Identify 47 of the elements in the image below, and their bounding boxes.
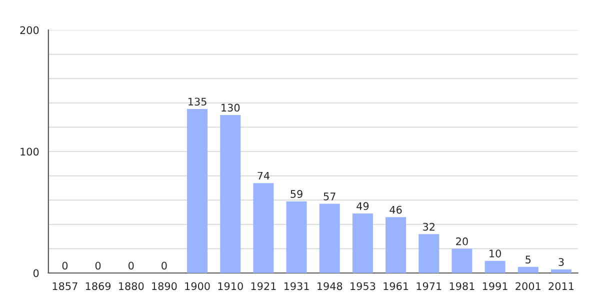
data-label: 135 xyxy=(188,98,206,106)
x-tick-label: 1869 xyxy=(86,282,111,290)
bar xyxy=(484,260,506,273)
x-tick-label: 1857 xyxy=(52,282,78,290)
bar xyxy=(418,234,440,273)
data-label: 59 xyxy=(290,190,302,198)
x-tick-label: 1961 xyxy=(384,282,408,290)
data-label: 46 xyxy=(390,206,402,214)
data-label: 10 xyxy=(490,250,501,258)
x-tick-label: 1910 xyxy=(218,282,243,290)
x-tick-label: 1948 xyxy=(318,282,342,290)
x-tick-label: 1880 xyxy=(119,282,144,290)
bar xyxy=(253,183,274,273)
y-tick-label: 0 xyxy=(33,269,39,278)
data-label: 3 xyxy=(558,258,564,266)
data-label: 57 xyxy=(324,192,336,200)
data-label: 74 xyxy=(258,172,270,180)
data-label: 32 xyxy=(423,222,434,231)
bar xyxy=(286,201,307,273)
x-tick-label: 2011 xyxy=(548,282,574,290)
data-label: 0 xyxy=(62,262,68,270)
data-label: 0 xyxy=(162,262,167,270)
bar xyxy=(352,213,373,273)
x-tick-label: 2001 xyxy=(516,282,540,290)
data-label: 49 xyxy=(356,202,369,210)
x-tick-label: 1890 xyxy=(152,282,177,290)
bar xyxy=(518,266,538,273)
bar xyxy=(319,204,340,273)
bar xyxy=(452,248,472,273)
bar xyxy=(550,269,572,273)
y-tick-label: 200 xyxy=(20,26,39,34)
x-tick-label: 1971 xyxy=(416,282,442,290)
data-label: 5 xyxy=(526,256,531,264)
bar xyxy=(187,108,208,273)
x-tick-label: 1953 xyxy=(350,282,376,290)
bar xyxy=(220,115,241,273)
y-tick-label: 100 xyxy=(20,148,39,156)
data-label: 0 xyxy=(128,262,134,270)
x-tick-label: 1981 xyxy=(450,282,474,290)
data-label: 130 xyxy=(222,104,240,112)
x-tick-label: 1921 xyxy=(251,282,276,290)
bar xyxy=(386,217,406,273)
x-tick-label: 1900 xyxy=(185,282,210,290)
data-label: 20 xyxy=(456,237,468,246)
data-label: 0 xyxy=(95,262,101,270)
x-tick-label: 1931 xyxy=(284,282,309,290)
x-tick-label: 1991 xyxy=(482,282,508,290)
